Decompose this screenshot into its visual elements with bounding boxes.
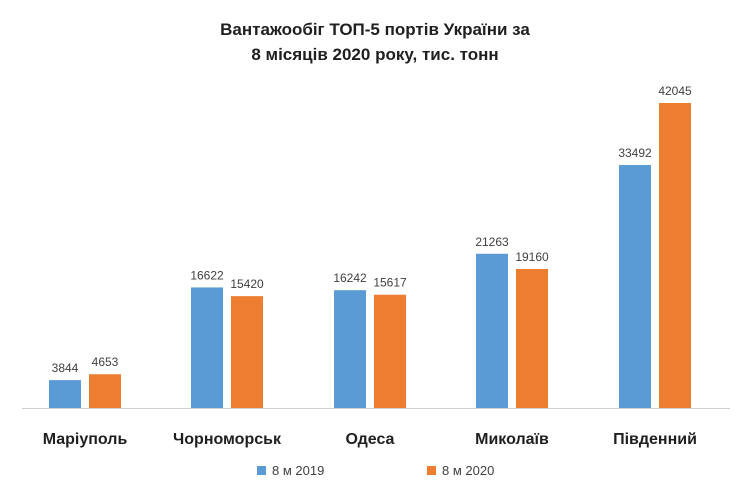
category-label: Чорноморськ [173,431,282,448]
bar-2020-3 [516,269,548,408]
data-label: 21263 [475,235,509,249]
data-label: 3844 [52,361,79,375]
bar-2019-3 [476,253,508,408]
bar-2020-0 [89,374,121,408]
category-label: Південний [613,431,697,448]
bar-2019-2 [334,290,366,408]
data-label: 42045 [658,84,692,98]
data-label: 16622 [190,268,224,282]
bar-2020-2 [374,294,406,408]
bar-2019-1 [191,287,223,408]
category-label: Миколаїв [475,431,549,448]
bar-2019-0 [49,380,81,408]
category-label: Маріуполь [43,431,128,448]
bar-2019-4 [619,165,651,408]
legend-label: 8 м 2019 [272,463,324,478]
data-label: 19160 [515,250,549,264]
bar-2020-4 [659,103,691,408]
category-label: Одеса [346,431,395,448]
legend-label: 8 м 2020 [442,463,494,478]
legend-swatch-2020 [427,466,436,475]
data-label: 33492 [618,146,652,160]
data-label: 16242 [333,271,367,285]
data-label: 15617 [373,276,407,290]
chart-title-line-1: Вантажообіг ТОП-5 портів України за [220,20,530,39]
legend-swatch-2019 [257,466,266,475]
bar-2020-1 [231,296,263,408]
data-label: 4653 [92,355,119,369]
data-label: 15420 [230,277,264,291]
chart-title-line-2: 8 місяців 2020 року, тис. тонн [251,45,499,64]
